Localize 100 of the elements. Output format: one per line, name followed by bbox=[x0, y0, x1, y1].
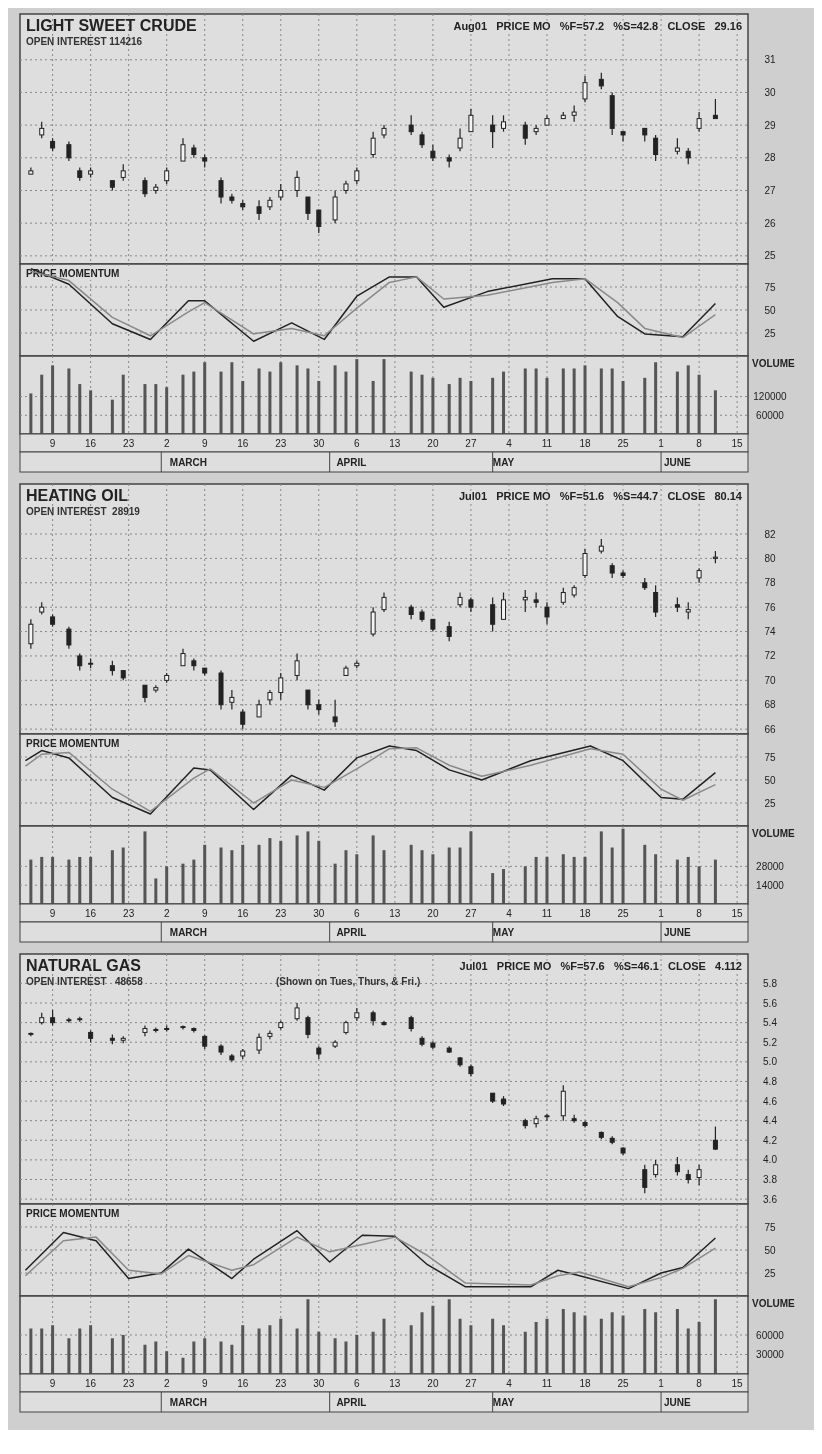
x-tick-label: 16 bbox=[237, 1378, 249, 1389]
bar bbox=[203, 362, 207, 434]
x-tick-label: 1 bbox=[658, 1378, 665, 1389]
bar bbox=[268, 1325, 272, 1374]
y-tick-label: 29 bbox=[764, 119, 776, 131]
candlestick bbox=[468, 108, 474, 133]
bar bbox=[686, 365, 690, 434]
bar bbox=[279, 362, 283, 434]
candlestick bbox=[229, 689, 235, 711]
x-tick-label: 30 bbox=[313, 1378, 325, 1389]
bar bbox=[583, 365, 587, 434]
x-tick-label: 25 bbox=[617, 438, 630, 449]
chart-title: PRICE MOMENTUM bbox=[26, 1208, 120, 1219]
y-tick-label: 4.2 bbox=[763, 1134, 778, 1146]
x-tick-label: 18 bbox=[579, 1378, 592, 1389]
bar bbox=[491, 873, 495, 904]
candlestick bbox=[522, 121, 528, 146]
candlestick bbox=[381, 591, 387, 613]
bar bbox=[317, 380, 321, 434]
x-tick-label: 9 bbox=[201, 438, 208, 449]
bar bbox=[431, 854, 435, 904]
bar bbox=[241, 1325, 245, 1374]
x-tick-label: 13 bbox=[389, 1378, 401, 1389]
bar bbox=[643, 1309, 647, 1374]
y-tick-label: 3.6 bbox=[763, 1193, 778, 1205]
x2-tick-label: APRIL bbox=[336, 457, 367, 468]
bar bbox=[610, 1312, 614, 1374]
bar bbox=[447, 1299, 451, 1374]
y-tick-label: 68 bbox=[764, 699, 776, 711]
x2-tick-label: APRIL bbox=[336, 1397, 367, 1408]
x-tick-label: 15 bbox=[731, 908, 744, 919]
candlestick bbox=[653, 134, 659, 162]
bar bbox=[181, 863, 185, 904]
y-axis-title: VOLUME bbox=[752, 828, 796, 839]
bar bbox=[317, 840, 321, 904]
x-tick-label: 9 bbox=[49, 1378, 56, 1389]
bar bbox=[420, 374, 424, 434]
bar bbox=[344, 850, 348, 904]
bar bbox=[333, 365, 337, 434]
candlestick bbox=[294, 170, 300, 198]
bar bbox=[523, 368, 527, 434]
x-tick-label: 16 bbox=[237, 438, 249, 449]
bar bbox=[561, 854, 565, 904]
bar bbox=[355, 1335, 359, 1374]
candlestick bbox=[256, 199, 262, 221]
x2-tick-label: JUNE bbox=[664, 457, 692, 468]
y-tick-label: 28000 bbox=[756, 860, 785, 872]
bar bbox=[686, 856, 690, 904]
bar bbox=[344, 371, 348, 434]
candlestick bbox=[278, 672, 284, 701]
x-tick-label: 23 bbox=[123, 908, 135, 919]
x-tick-label: 20 bbox=[427, 1378, 439, 1389]
bar bbox=[295, 835, 299, 904]
bar bbox=[333, 1338, 337, 1374]
candlestick bbox=[316, 209, 322, 234]
bar bbox=[621, 1315, 625, 1374]
y-tick-label: 120000 bbox=[753, 391, 788, 403]
candlestick bbox=[490, 596, 496, 633]
bar bbox=[599, 1318, 603, 1374]
y-tick-label: 5.0 bbox=[763, 1056, 778, 1068]
candlestick bbox=[712, 98, 718, 120]
y-tick-label: 5.4 bbox=[763, 1017, 778, 1029]
bar bbox=[491, 1318, 495, 1374]
bar bbox=[502, 371, 506, 434]
y-tick-label: 75 bbox=[764, 1221, 776, 1233]
bar bbox=[583, 1315, 587, 1374]
bar bbox=[355, 359, 359, 434]
bar bbox=[697, 1322, 701, 1374]
y-tick-label: 4.4 bbox=[763, 1115, 778, 1127]
y-tick-label: 60000 bbox=[756, 409, 785, 421]
y-tick-label: 25 bbox=[764, 327, 776, 339]
bar bbox=[257, 368, 261, 434]
x-tick-label: 16 bbox=[85, 908, 97, 919]
bar bbox=[610, 368, 614, 434]
y-tick-label: 78 bbox=[764, 577, 776, 589]
x-tick-label: 27 bbox=[465, 908, 477, 919]
bar bbox=[295, 365, 299, 434]
x2-tick-label: MARCH bbox=[169, 457, 208, 468]
candlestick bbox=[674, 1156, 680, 1177]
x-tick-label: 20 bbox=[427, 438, 439, 449]
bar bbox=[420, 1312, 424, 1374]
y-tick-label: 25 bbox=[764, 1267, 776, 1279]
x-tick-label: 6 bbox=[354, 1378, 361, 1389]
bar bbox=[572, 856, 576, 904]
x2-tick-label: MARCH bbox=[169, 1397, 208, 1408]
candlestick bbox=[457, 127, 463, 152]
y-tick-label: 50 bbox=[764, 304, 776, 316]
bar bbox=[306, 368, 310, 434]
x-tick-label: 6 bbox=[354, 438, 361, 449]
candlestick bbox=[501, 591, 507, 620]
bar bbox=[675, 371, 679, 434]
y-tick-label: 5.8 bbox=[763, 977, 778, 989]
bar bbox=[268, 838, 272, 904]
y-tick-label: 3.8 bbox=[763, 1173, 778, 1185]
chart-title: HEATING OIL bbox=[26, 487, 129, 504]
bar bbox=[431, 1305, 435, 1374]
x-tick-label: 4 bbox=[506, 908, 513, 919]
x-tick-label: 25 bbox=[617, 1378, 630, 1389]
y-tick-label: 26 bbox=[764, 217, 776, 229]
candlestick bbox=[191, 657, 197, 672]
